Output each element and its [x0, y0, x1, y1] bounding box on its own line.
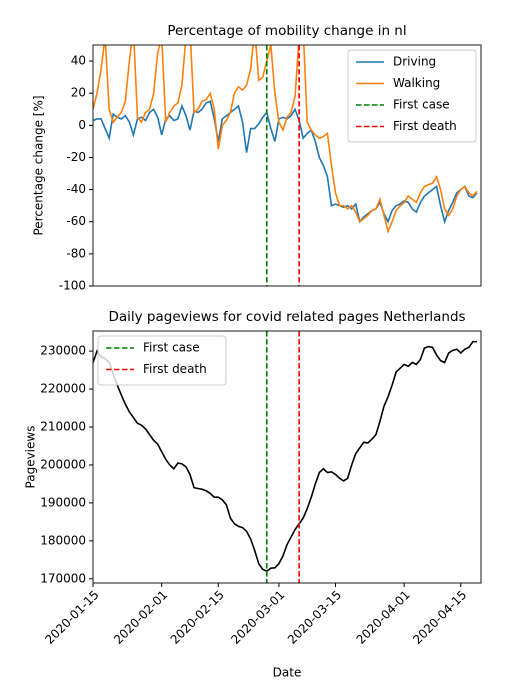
chart-title: Daily pageviews for covid related pages …	[108, 309, 465, 325]
plot-area	[93, 45, 478, 286]
legend-label: First case	[393, 98, 450, 112]
y-tick-label: -60	[66, 214, 86, 228]
y-axis-label: Pageviews	[24, 426, 38, 489]
series-line	[93, 100, 478, 225]
y-tick-label: 200000	[40, 457, 86, 471]
x-tick-label: 2020-04-01	[354, 588, 413, 647]
legend-label: First death	[393, 119, 457, 133]
y-tick-label: 230000	[40, 344, 86, 358]
chart-title: Percentage of mobility change in nl	[167, 23, 406, 39]
y-tick-label: 220000	[40, 382, 86, 396]
x-tick-label: 2020-03-01	[228, 588, 287, 647]
y-tick-label: -40	[66, 182, 86, 196]
x-tick-label: 2020-01-15	[42, 588, 101, 647]
legend-label: Driving	[393, 55, 436, 69]
legend-label: First death	[143, 362, 207, 376]
y-axis-label: Percentage change [%]	[32, 95, 46, 235]
y-tick-label: 0	[78, 118, 86, 132]
y-tick-label: 40	[71, 54, 86, 68]
legend-box	[347, 49, 477, 143]
y-tick-label: 20	[71, 86, 86, 100]
y-tick-label: 170000	[40, 571, 86, 585]
axes-frame	[92, 330, 482, 584]
y-tick-label: -80	[66, 246, 86, 260]
y-tick-label: 180000	[40, 533, 86, 547]
series-line	[93, 45, 478, 234]
y-tick-label: 190000	[40, 495, 86, 509]
x-tick-label: 2020-02-01	[111, 588, 170, 647]
y-tick-label: -100	[59, 279, 86, 293]
axes-frame	[92, 44, 482, 287]
legend-label: First case	[143, 341, 200, 355]
plot-area	[93, 331, 477, 583]
y-tick-label: 210000	[40, 420, 86, 434]
y-tick-label: -20	[66, 150, 86, 164]
x-axis-label: Date	[273, 666, 302, 680]
series-line	[93, 340, 477, 573]
x-tick-label: 2020-02-15	[168, 588, 227, 647]
x-tick-label: 2020-03-15	[285, 588, 344, 647]
legend-label: Walking	[393, 76, 440, 90]
x-tick-label: 2020-04-15	[410, 588, 469, 647]
